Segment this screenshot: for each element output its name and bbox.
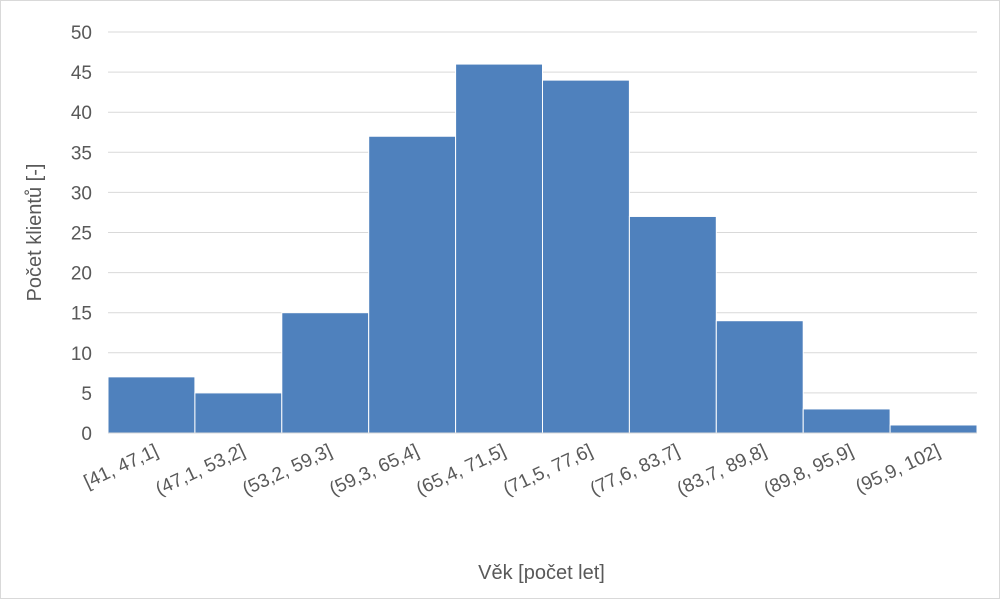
y-tick-label: 20	[71, 264, 92, 285]
y-axis-ticks: 0 5 10 15 20 25 30 35 40 45 50	[71, 23, 92, 445]
y-tick-label: 50	[71, 23, 92, 44]
y-tick-label: 25	[71, 224, 92, 245]
bars	[107, 63, 978, 434]
x-tick-label: (59,3, 65,4]	[326, 440, 422, 500]
x-tick-label: [41, 47,1]	[81, 440, 162, 493]
bar	[368, 135, 457, 434]
y-tick-label: 0	[81, 424, 92, 445]
x-tick-label: (71,5, 77,6]	[500, 440, 596, 500]
x-tick-label: (95,9, 102]	[852, 440, 943, 497]
x-tick-label: (83,7, 89,8]	[674, 440, 770, 500]
bar	[628, 215, 717, 434]
x-tick-label: (47,1, 53,2]	[152, 440, 248, 500]
bar	[802, 408, 891, 434]
y-tick-label: 10	[71, 344, 92, 365]
bar	[542, 79, 630, 434]
y-tick-label: 45	[71, 63, 92, 84]
x-axis-title: Věk [počet let]	[478, 562, 605, 584]
x-axis-ticks: [41, 47,1](47,1, 53,2](53,2, 59,3](59,3,…	[81, 440, 944, 500]
x-tick-label: (89,8, 95,9]	[761, 440, 857, 500]
y-axis-title: Počet klientů [-]	[24, 164, 46, 302]
y-tick-label: 35	[71, 143, 92, 164]
x-tick-label: (65,4, 71,5]	[413, 440, 509, 500]
bar	[455, 63, 544, 434]
x-tick-label: (77,6, 83,7]	[587, 440, 683, 500]
y-tick-label: 15	[71, 304, 92, 325]
y-tick-label: 5	[81, 384, 92, 405]
bar	[715, 320, 804, 434]
y-tick-label: 30	[71, 183, 92, 204]
bar	[281, 312, 370, 434]
bar	[194, 392, 283, 434]
bar	[889, 424, 978, 434]
bar	[107, 376, 196, 434]
x-tick-label: (53,2, 59,3]	[239, 440, 335, 500]
y-tick-label: 40	[71, 103, 92, 124]
